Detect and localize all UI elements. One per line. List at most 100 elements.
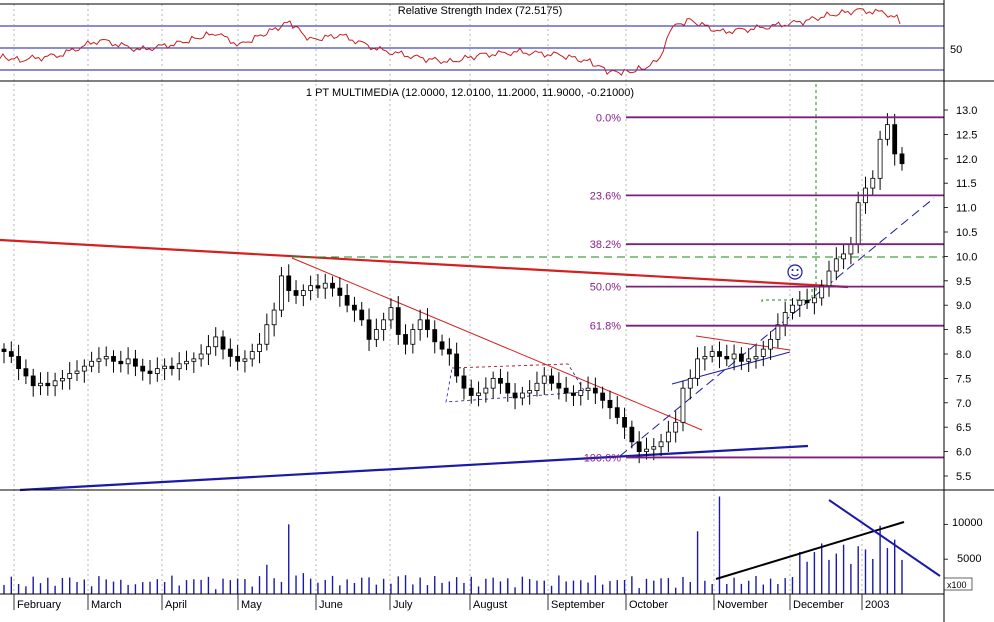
x-tick-label: June <box>319 599 343 611</box>
candle <box>103 346 109 367</box>
candle <box>176 352 182 381</box>
candle <box>286 264 292 302</box>
candle <box>432 320 438 354</box>
price-tick-label: 8.0 <box>956 349 971 361</box>
candle <box>585 376 591 401</box>
candle <box>629 420 635 449</box>
candle <box>760 340 766 367</box>
price-tick-label: 6.0 <box>956 447 971 459</box>
candle <box>578 381 584 406</box>
candle <box>753 344 759 369</box>
candle <box>118 350 124 373</box>
candle <box>344 283 350 313</box>
candle <box>622 407 627 439</box>
fib-level: 61.8% <box>590 321 944 333</box>
price-tick-label: 8.5 <box>956 325 971 337</box>
price-tick-label: 10.0 <box>956 251 977 263</box>
price-tick-label: 13.0 <box>956 105 977 117</box>
candle <box>870 170 876 196</box>
candle <box>162 358 168 381</box>
candle <box>446 338 452 366</box>
trendlines <box>0 84 944 492</box>
candle <box>169 357 175 376</box>
x-tick-label: October <box>629 599 668 611</box>
long-resistance-line <box>0 238 849 289</box>
candle <box>235 344 241 371</box>
candle <box>841 244 846 270</box>
price-tick-label: 9.5 <box>956 276 971 288</box>
candle <box>746 348 752 372</box>
candle <box>483 377 489 403</box>
flag-dashed <box>761 288 813 302</box>
volume-rising-line <box>715 521 905 580</box>
candle <box>52 372 58 397</box>
candle <box>140 358 146 381</box>
candle <box>687 369 693 400</box>
candle <box>680 380 686 432</box>
price-tick-label: 6.5 <box>956 422 971 434</box>
price-tick-label: 7.0 <box>956 398 971 410</box>
price-tick-label: 11.0 <box>956 203 977 215</box>
candle <box>45 371 51 396</box>
volume-trendlines <box>715 499 948 580</box>
candle <box>702 346 708 371</box>
candle <box>519 386 525 406</box>
price-tick-label: 5.5 <box>956 471 971 483</box>
candle <box>490 371 496 399</box>
candle <box>738 347 744 370</box>
price-tick-label: 11.5 <box>956 178 977 190</box>
candle <box>644 437 649 460</box>
candle <box>257 332 262 364</box>
consolidation-top <box>451 363 569 369</box>
x-tick-label: March <box>91 599 122 611</box>
volume-falling-line <box>828 499 941 577</box>
fib-level: 23.6% <box>590 190 944 202</box>
fib-level: 100.0% <box>584 452 944 464</box>
candle <box>790 298 795 320</box>
candle <box>330 276 335 297</box>
candle <box>8 341 14 364</box>
candle <box>74 360 80 381</box>
candle <box>38 372 43 396</box>
candle <box>425 308 430 338</box>
candle <box>717 341 722 369</box>
fib-level: 38.2% <box>590 239 944 251</box>
price-tick-label: 9.0 <box>956 300 971 312</box>
candle <box>651 438 657 461</box>
candle <box>388 298 394 329</box>
x-tick-label: December <box>793 599 844 611</box>
candle <box>147 359 153 385</box>
downtrend-line <box>291 257 703 431</box>
candle <box>206 334 211 366</box>
candle <box>352 296 357 322</box>
candle <box>23 359 29 385</box>
volume-panel: 10000 5000 x100 <box>3 496 983 594</box>
x-tick-label: February <box>17 599 62 611</box>
candle <box>877 130 883 190</box>
volume-bars <box>3 496 903 594</box>
x-axis-labels: February March April May June July August Septe… <box>13 594 889 611</box>
candle <box>782 301 788 337</box>
candle <box>709 345 715 363</box>
candle <box>16 344 22 381</box>
candle <box>279 266 284 318</box>
candle <box>498 368 503 394</box>
candle <box>848 236 854 265</box>
candle <box>271 302 277 337</box>
candle <box>797 291 803 317</box>
x-tick-label: November <box>717 599 768 611</box>
candle <box>665 420 671 452</box>
candle <box>833 247 839 281</box>
fib-level: 50.0% <box>590 282 944 294</box>
long-support-line <box>19 444 809 492</box>
candle <box>96 347 102 373</box>
price-tick-label: 12.0 <box>956 154 977 166</box>
candle <box>395 295 401 345</box>
candle <box>592 377 598 404</box>
fib-level: 0.0% <box>596 112 944 124</box>
candle <box>571 385 576 406</box>
x-tick-label: April <box>165 599 187 611</box>
candle <box>111 350 116 373</box>
